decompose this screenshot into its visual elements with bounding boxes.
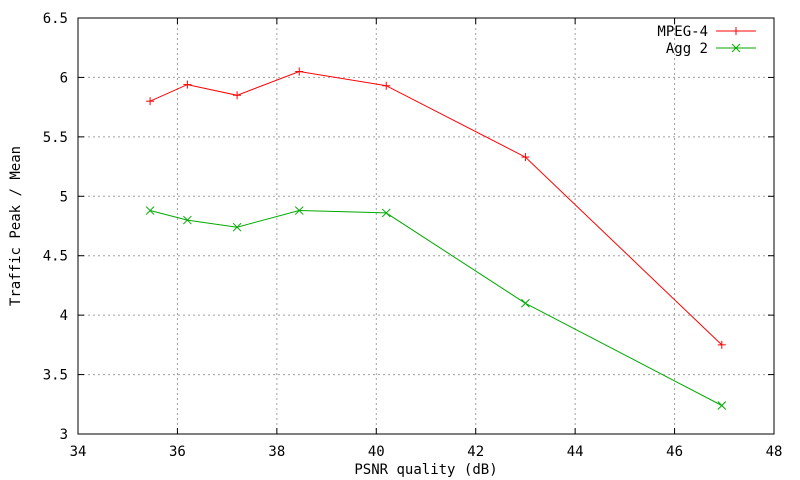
- data-point: [145, 206, 155, 215]
- data-point: [183, 215, 192, 225]
- x-tick-label: 46: [666, 444, 683, 460]
- axis-ticks: 34 36 38 40 42 44 46 48 3 3.5 4 4.5 5 5.5 6 6.5: [43, 11, 783, 460]
- y-tick-label: 5.5: [43, 130, 68, 146]
- x-tick-label: 42: [467, 444, 484, 460]
- y-tick-label: 3.5: [43, 368, 68, 384]
- x-axis-label: PSNR quality (dB): [354, 462, 497, 478]
- y-tick-label: 3: [60, 427, 68, 443]
- data-point: [717, 340, 726, 349]
- x-tick-label: 36: [169, 444, 186, 460]
- y-tick-label: 4.5: [43, 249, 68, 265]
- plot-frame: [77, 17, 775, 435]
- x-tick-label: 48: [766, 444, 783, 460]
- x-tick-label: 44: [567, 444, 584, 460]
- data-point: [521, 153, 530, 162]
- legend-entry: MPEG-4: [657, 24, 756, 40]
- y-axis-label: Traffic Peak / Mean: [8, 146, 24, 306]
- series-line: [149, 209, 723, 406]
- legend-label: Agg 2: [666, 41, 708, 57]
- data-series: [145, 67, 727, 410]
- data-point: [183, 80, 192, 89]
- series-line: [149, 70, 723, 346]
- x-tick-label: 40: [368, 444, 385, 460]
- series-mpeg-4: [146, 67, 726, 349]
- data-point: [294, 206, 304, 215]
- data-point: [717, 401, 727, 410]
- legend-entry: Agg 2: [666, 41, 756, 57]
- y-tick-label: 4: [60, 308, 68, 324]
- x-tick-label: 38: [268, 444, 285, 460]
- data-point: [233, 91, 242, 100]
- data-point: [731, 43, 741, 53]
- legend-label: MPEG-4: [657, 24, 708, 40]
- y-tick-label: 6.5: [43, 11, 68, 27]
- y-tick-label: 5: [60, 189, 68, 205]
- data-point: [521, 298, 530, 308]
- data-point: [295, 67, 304, 76]
- data-point: [146, 97, 155, 106]
- grid: [78, 18, 774, 434]
- data-point: [732, 27, 740, 35]
- series-agg-2: [145, 206, 727, 410]
- x-tick-label: 34: [70, 444, 87, 460]
- data-point: [232, 222, 242, 232]
- data-point: [382, 81, 391, 90]
- data-point: [381, 208, 391, 218]
- y-tick-label: 6: [60, 70, 68, 86]
